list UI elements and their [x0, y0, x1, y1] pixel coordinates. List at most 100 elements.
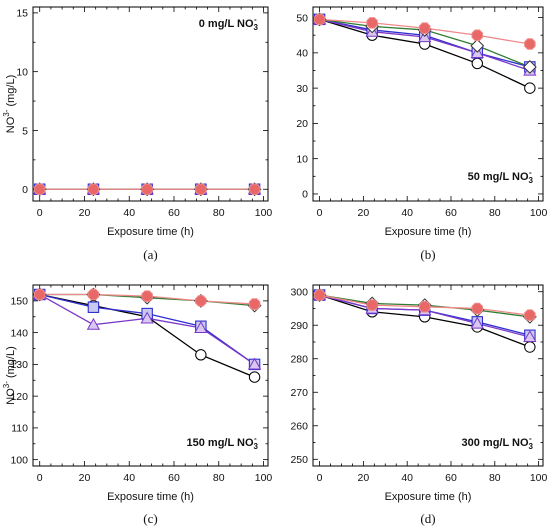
- panel-b-xtick-label: 40: [401, 207, 413, 219]
- panel-c-ytick-label: 150: [10, 296, 28, 308]
- panel-d-ytick-label: 270: [290, 387, 308, 399]
- panel-c-xtick-label: 60: [168, 472, 180, 484]
- panel-c-series-hexagon-point: [33, 288, 46, 301]
- panel-c: 0 20 40 60 80 100 100 110 120 130 140 150 150 mg/L N…: [2, 284, 272, 526]
- panel-b-series-circle-point: [471, 57, 483, 70]
- panel-c-frame: [32, 284, 269, 467]
- panel-d-series-triangle-point: [523, 330, 537, 343]
- panel-c-series-square-point: [87, 301, 100, 313]
- panel-d-concentration-sup: -: [529, 434, 532, 443]
- panel-d-series-hexagon-point: [524, 309, 536, 321]
- panel-a-ytick-label: 10: [16, 66, 28, 78]
- panel-c-y-axis-label-text: NO: [5, 388, 17, 405]
- panel-b-series-hexagon-point: [313, 13, 326, 26]
- panel-a-ytick-label: 0: [22, 184, 28, 196]
- panel-a-concentration-sub: 3: [254, 23, 259, 32]
- panel-c-ytick-label: 130: [10, 359, 28, 371]
- panel-c-ytick-label: 110: [11, 423, 28, 435]
- panel-a-xtick-label: 100: [255, 207, 273, 219]
- panel-a-xtick-label: 80: [213, 207, 225, 219]
- panel-a-concentration-sup: -: [254, 15, 257, 24]
- panel-c-xtick-label: 0: [37, 472, 43, 484]
- panel-d-xtick-label: 20: [358, 472, 370, 484]
- panel-b-concentration-sub: 3: [529, 176, 534, 185]
- panel-b-series-hexagon-point: [366, 17, 378, 29]
- panel-c-series-circle-line: [39, 293, 255, 378]
- panel-c-y-axis-label: NO3- (mg/L): [2, 346, 17, 404]
- panel-c-xtick-label: 20: [79, 472, 91, 484]
- panel-d-series-hexagon-point: [418, 301, 431, 313]
- panel-d-concentration-text: 300 mg/L NO: [462, 437, 529, 449]
- panel-b-series-diamond-point: [470, 38, 485, 53]
- panel-b: 0 20 40 60 80 100 0 10 20 30 40 50 50 mg/L NO3- Expos…: [296, 6, 548, 262]
- panel-c-series-circle-point: [248, 371, 261, 383]
- panel-a-ytick-label: 15: [16, 8, 28, 20]
- panel-c-concentration-sub: 3: [254, 442, 259, 451]
- panel-c-concentration-sup: -: [254, 434, 257, 443]
- panel-a-caption: (a): [143, 247, 157, 262]
- panel-c-series-triangle-line: [39, 293, 255, 365]
- panel-d-series-hexagon-point: [366, 299, 378, 311]
- panel-c-x-axis-label: Exposure time (h): [107, 491, 194, 503]
- panel-c-xtick-label: 80: [213, 472, 225, 484]
- panel-b-xtick-label: 100: [530, 207, 548, 219]
- panel-d-ytick-label: 300: [290, 287, 308, 299]
- panel-b-xtick-label: 0: [317, 207, 323, 219]
- panel-b-ytick-label: 30: [296, 83, 308, 95]
- panel-a-concentration-label: 0 mg/L NO3-: [199, 15, 259, 32]
- panel-d-ytick-label: 260: [290, 421, 308, 433]
- panel-a-xtick-label: 60: [168, 207, 180, 219]
- panel-b-xtick-label: 60: [445, 207, 457, 219]
- panel-b-concentration-text: 50 mg/L NO: [468, 171, 529, 183]
- panel-d-xtick-label: 100: [530, 472, 548, 484]
- panel-a-series-hexagon-point: [33, 183, 46, 196]
- panel-b-concentration-label: 50 mg/L NO3-: [468, 168, 534, 185]
- panel-b-ytick-label: 50: [296, 12, 308, 24]
- panel-d-x-axis-label: Exposure time (h): [385, 491, 472, 503]
- panel-c-series-square-line: [39, 293, 255, 365]
- panel-b-series-diamond-point: [522, 60, 537, 74]
- panel-c-series-hexagon-point: [248, 298, 261, 310]
- panel-d-caption: (d): [420, 511, 435, 526]
- panel-d-xtick-label: 60: [445, 472, 457, 484]
- panel-d-series-hexagon-point: [471, 302, 484, 315]
- panel-a-y-axis-label-sup: 3-: [2, 109, 11, 116]
- panel-a-xtick-label: 20: [79, 207, 91, 219]
- panel-c-y-axis-label-unit: (mg/L): [5, 346, 17, 381]
- panel-b-xtick-label: 20: [358, 207, 370, 219]
- panel-c-concentration-label: 150 mg/L NO3-: [187, 434, 259, 451]
- panel-c-series-triangle-point: [247, 357, 262, 370]
- panel-b-ytick-label: 0: [302, 189, 308, 201]
- panel-b-series-circle-point: [524, 82, 536, 94]
- panel-c-series-triangle-point: [86, 317, 101, 330]
- panel-c-series-hexagon-point: [195, 295, 207, 307]
- panel-a-xtick-label: 0: [37, 207, 43, 219]
- panel-a-xtick-label: 40: [123, 207, 135, 219]
- panel-d-series-hexagon-point: [313, 289, 326, 301]
- panel-b-xtick-label: 80: [489, 207, 501, 219]
- panel-c-ytick-label: 120: [10, 391, 28, 403]
- panel-a-series-hexagon-point: [87, 183, 100, 196]
- panel-d-concentration-sub: 3: [529, 442, 534, 451]
- panel-c-series-hexagon-point: [87, 288, 100, 301]
- panel-a-ytick-label: 5: [22, 125, 28, 137]
- panel-a-y-axis-label: NO3- (mg/L): [2, 75, 17, 133]
- panel-a-y-axis-label-text: NO: [5, 116, 17, 133]
- panel-b-ytick-label: 40: [296, 48, 308, 60]
- panel-b-series-hexagon-point: [418, 22, 431, 34]
- panel-d-ytick-label: 250: [290, 454, 308, 466]
- panel-a-x-axis-label: Exposure time (h): [107, 226, 194, 238]
- panel-a-series-hexagon-point: [141, 183, 153, 196]
- panel-c-series-circle-point: [195, 349, 207, 361]
- panel-d-series-triangle-point: [470, 316, 484, 329]
- panel-d-ytick-label: 280: [290, 354, 308, 366]
- panel-a-concentration-text: 0 mg/L NO: [199, 18, 254, 30]
- panel-a-series-hexagon-point: [195, 183, 207, 196]
- panel-d-series-circle-point: [524, 341, 536, 353]
- panel-c-concentration-text: 150 mg/L NO: [187, 437, 254, 449]
- panel-b-caption: (b): [420, 247, 435, 262]
- panel-b-series-hexagon-point: [471, 29, 484, 41]
- panel-d-xtick-label: 40: [401, 472, 413, 484]
